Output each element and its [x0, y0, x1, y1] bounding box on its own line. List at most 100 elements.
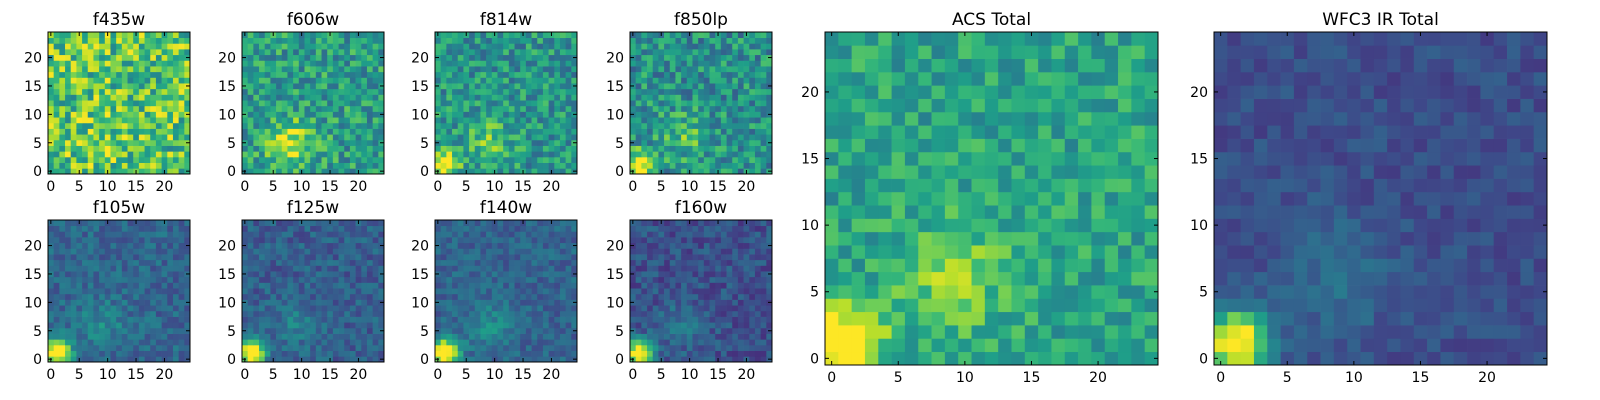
heatmap-cell	[270, 83, 277, 90]
heatmap-cell	[315, 310, 322, 317]
heatmap-cell	[641, 344, 648, 351]
heatmap-cell	[361, 32, 368, 39]
heatmap-cell	[253, 356, 260, 363]
heatmap-cell	[658, 156, 665, 163]
heatmap-cell	[293, 54, 300, 61]
heatmap-cell	[104, 231, 111, 238]
heatmap-cell	[754, 145, 761, 152]
heatmap-cell	[110, 288, 117, 295]
heatmap-cell	[242, 162, 249, 169]
heatmap-cell	[361, 237, 368, 244]
heatmap-cell	[76, 49, 83, 56]
heatmap-cell	[737, 305, 744, 312]
heatmap-cell	[698, 43, 705, 50]
heatmap-cell	[647, 32, 654, 39]
heatmap-cell	[172, 293, 179, 300]
axes-frame	[434, 31, 578, 175]
heatmap-cell	[184, 225, 191, 232]
heatmap-cell	[349, 111, 356, 118]
heatmap-cell	[270, 322, 277, 329]
heatmap-cell	[247, 111, 254, 118]
heatmap-cell	[548, 344, 555, 351]
heatmap-cell	[658, 293, 665, 300]
heatmap-cell	[686, 60, 693, 67]
heatmap-cell	[565, 117, 572, 124]
heatmap-cell	[298, 49, 305, 56]
heatmap-cell	[681, 71, 688, 78]
heatmap-cell	[446, 32, 453, 39]
heatmap-cell	[82, 265, 89, 272]
heatmap-cell	[474, 350, 481, 357]
heatmap-cell	[178, 299, 185, 306]
heatmap-cell	[698, 151, 705, 158]
heatmap-cell	[732, 156, 739, 163]
x-tick-label: 15	[127, 367, 145, 383]
heatmap-cell	[332, 248, 339, 255]
heatmap-cell	[732, 151, 739, 158]
heatmap-cell	[378, 60, 385, 67]
heatmap-cell	[486, 139, 493, 146]
heatmap-cell	[121, 117, 128, 124]
heatmap-cell	[664, 276, 671, 283]
heatmap-cell	[155, 248, 162, 255]
heatmap-cell	[110, 60, 117, 67]
heatmap-cell	[754, 356, 761, 363]
heatmap-cell	[469, 168, 476, 175]
heatmap-cell	[281, 293, 288, 300]
heatmap-cell	[457, 105, 464, 112]
heatmap-cell	[715, 316, 722, 323]
heatmap-cell	[497, 339, 504, 346]
heatmap-cell	[435, 265, 442, 272]
x-tick-label: 10	[681, 179, 699, 195]
heatmap-cell	[508, 333, 515, 340]
heatmap-cell	[681, 100, 688, 107]
heatmap-cell	[150, 117, 157, 124]
heatmap-cell	[167, 248, 174, 255]
heatmap-cell	[754, 49, 761, 56]
heatmap-cell	[116, 88, 123, 95]
heatmap-cell	[474, 259, 481, 266]
heatmap-cell	[664, 156, 671, 163]
heatmap-cell	[116, 231, 123, 238]
heatmap-cell	[155, 71, 162, 78]
heatmap-cell	[681, 276, 688, 283]
heatmap-cell	[327, 242, 334, 249]
heatmap-cell	[167, 310, 174, 317]
heatmap-cell	[144, 293, 151, 300]
heatmap-cell	[469, 145, 476, 152]
heatmap-cell	[435, 293, 442, 300]
heatmap-cell	[48, 282, 55, 289]
heatmap-cell	[264, 339, 271, 346]
heatmap-cell	[253, 88, 260, 95]
heatmap-cell	[452, 168, 459, 175]
heatmap-cell	[59, 322, 66, 329]
heatmap-cell	[497, 94, 504, 101]
heatmap-cell	[508, 139, 515, 146]
heatmap-cell	[531, 299, 538, 306]
heatmap-cell	[310, 322, 317, 329]
heatmap-cell	[310, 356, 317, 363]
heatmap-cell	[293, 344, 300, 351]
heatmap-cell	[178, 128, 185, 135]
heatmap-cell	[355, 282, 362, 289]
heatmap-cell	[281, 356, 288, 363]
heatmap-cell	[144, 54, 151, 61]
heatmap-cell	[452, 43, 459, 50]
heatmap-cell	[293, 259, 300, 266]
heatmap-cell	[65, 333, 72, 340]
heatmap-cell	[304, 276, 311, 283]
heatmap-cell	[664, 111, 671, 118]
heatmap-cell	[520, 231, 527, 238]
heatmap-cell	[692, 168, 699, 175]
heatmap-cell	[281, 225, 288, 232]
heatmap-cell	[514, 54, 521, 61]
heatmap-cell	[469, 151, 476, 158]
heatmap-cell	[525, 248, 532, 255]
heatmap-cell	[178, 88, 185, 95]
heatmap-cell	[559, 117, 566, 124]
heatmap-cell	[446, 305, 453, 312]
heatmap-cell	[554, 310, 561, 317]
heatmap-cell	[293, 327, 300, 334]
heatmap-cell	[457, 94, 464, 101]
heatmap-cell	[372, 37, 379, 44]
